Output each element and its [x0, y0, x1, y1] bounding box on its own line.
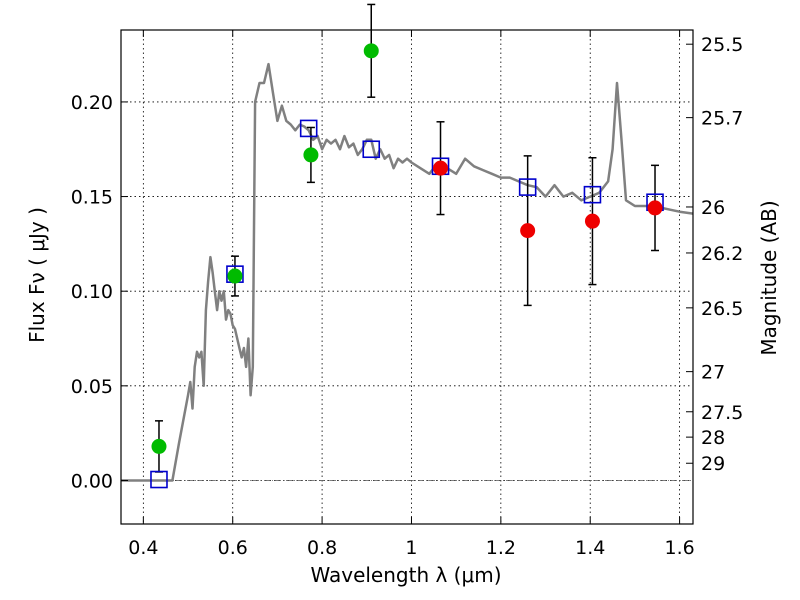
x-tick-label: 1.6 [664, 537, 694, 559]
y-tick-label: 0.05 [71, 376, 113, 398]
nir-photometry-point [433, 160, 449, 176]
y2-tick-label: 26 [701, 197, 725, 219]
model-spectrum [121, 62, 694, 482]
y-axis-ticks: 0.00 0.05 0.10 0.15 0.20 [71, 92, 128, 492]
x-tick-label: 1.4 [575, 537, 605, 559]
nir-photometry-point [520, 223, 536, 239]
y2-axis-label: Magnitude (AB) [757, 200, 781, 355]
model-photometry-square [583, 185, 602, 204]
optical-photometry-point [363, 43, 379, 59]
y2-axis-ticks: 25.5 25.7 26 26.2 26.5 27 27.5 28 29 [686, 34, 743, 475]
y2-tick-label: 26.5 [701, 298, 743, 320]
y-axis-label: Flux Fν ( μJy ) [25, 207, 49, 343]
model-photometry-square [518, 178, 537, 196]
x-tick-label: 0.8 [307, 537, 337, 559]
optical-photometry-point [151, 438, 167, 454]
x-axis-label: Wavelength λ (μm) [310, 563, 501, 587]
y2-tick-label: 25.7 [701, 108, 743, 130]
y-tick-label: 0.20 [71, 92, 113, 114]
optical-photometry-point [227, 268, 243, 284]
model-photometry-square [362, 140, 381, 159]
y2-tick-label: 29 [701, 453, 725, 475]
data-markers [150, 43, 664, 489]
model-photometry-square [150, 470, 168, 489]
y2-tick-label: 27.5 [701, 402, 743, 424]
x-tick-label: 1.2 [486, 537, 516, 559]
model-spectrum-line [121, 62, 694, 482]
grid [121, 30, 693, 524]
y2-tick-label: 27 [701, 362, 725, 384]
y-tick-label: 0.15 [71, 187, 113, 209]
plot-frame [120, 29, 694, 525]
nir-photometry-point [584, 213, 600, 229]
y-tick-label: 0.10 [71, 281, 113, 303]
nir-photometry-point [647, 200, 663, 216]
y2-tick-label: 26.2 [701, 243, 743, 265]
x-tick-label: 1 [405, 537, 417, 559]
x-tick-label: 0.4 [128, 537, 158, 559]
x-axis-ticks: 0.4 0.6 0.8 1 1.2 1.4 1.6 [128, 30, 695, 559]
x-tick-label: 0.6 [218, 537, 248, 559]
y2-tick-label: 28 [701, 427, 725, 449]
y-tick-label: 0.00 [71, 470, 113, 492]
optical-photometry-point [303, 147, 319, 163]
y2-tick-label: 25.5 [701, 34, 743, 56]
model-photometry-square [299, 119, 318, 138]
error-bars [154, 3, 660, 473]
